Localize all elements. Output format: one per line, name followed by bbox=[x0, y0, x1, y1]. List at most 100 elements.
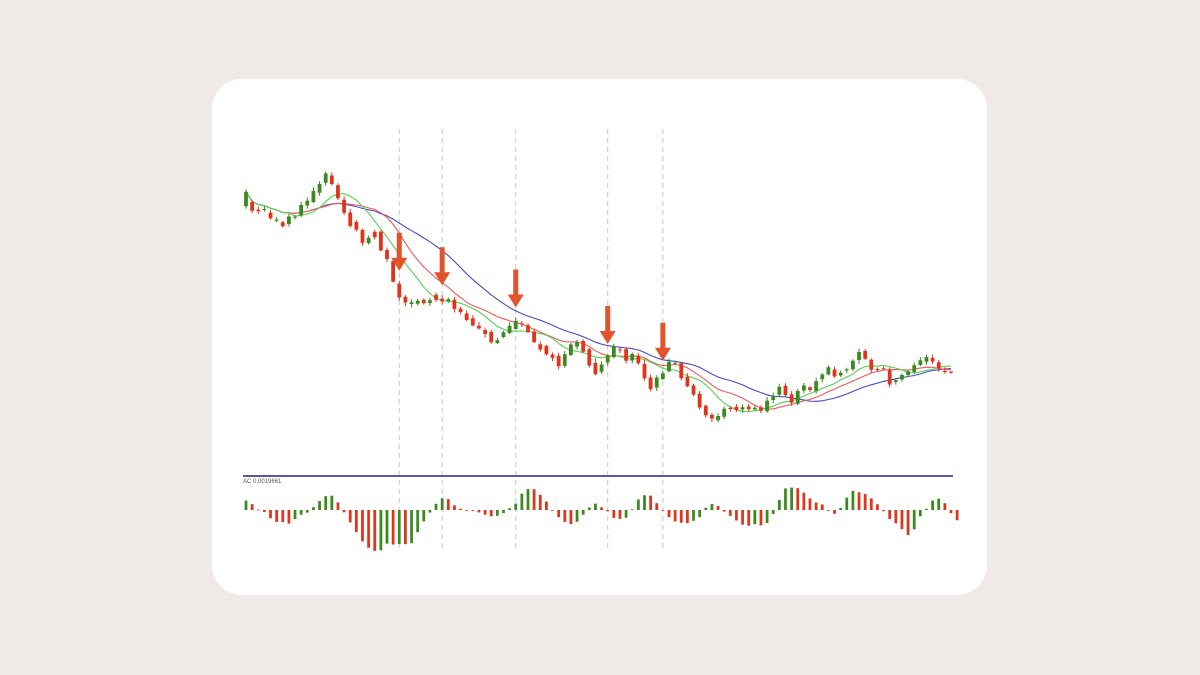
ac-bar bbox=[385, 510, 389, 544]
moving-averages-group bbox=[245, 191, 952, 413]
ac-bar bbox=[514, 503, 518, 510]
candle-body bbox=[611, 346, 616, 357]
ac-bar bbox=[361, 510, 364, 542]
ac-bar bbox=[833, 510, 836, 514]
ac-bar bbox=[845, 497, 849, 510]
down-arrow-icon bbox=[434, 247, 451, 286]
ac-bar bbox=[354, 510, 358, 533]
ac-bar bbox=[900, 510, 904, 530]
ac-bar bbox=[753, 510, 757, 525]
ac-bar bbox=[698, 510, 702, 518]
candle-body bbox=[759, 407, 763, 411]
candle-body bbox=[851, 360, 855, 370]
ac-bar bbox=[538, 494, 542, 510]
ac-bar bbox=[735, 510, 738, 521]
candle-body bbox=[906, 371, 910, 375]
candle-body bbox=[875, 369, 880, 370]
ac-bar bbox=[784, 488, 787, 510]
candle-body bbox=[544, 345, 549, 355]
candle-body bbox=[415, 300, 420, 304]
ac-bar bbox=[716, 506, 720, 510]
ac-bar bbox=[722, 510, 726, 512]
candle-body bbox=[507, 325, 512, 333]
candle-body bbox=[667, 361, 671, 372]
candle-body bbox=[936, 362, 941, 369]
candle-body bbox=[697, 393, 702, 408]
ac-bar bbox=[655, 503, 659, 510]
candle-body bbox=[569, 344, 573, 355]
ac-bar bbox=[545, 501, 548, 510]
candle-body bbox=[918, 360, 923, 365]
ac-bar bbox=[857, 492, 861, 510]
ac-bar bbox=[802, 492, 806, 510]
candle-body bbox=[642, 364, 647, 379]
down-arrow-head bbox=[599, 331, 616, 344]
candle-body bbox=[495, 340, 500, 343]
ac-bar bbox=[495, 510, 499, 516]
ac-bar bbox=[569, 510, 573, 525]
candle-body bbox=[287, 216, 291, 224]
candle-body bbox=[434, 294, 438, 300]
ac-histogram-group bbox=[244, 487, 959, 551]
ac-bar bbox=[379, 510, 383, 551]
candle-body bbox=[930, 358, 935, 362]
ac-bar bbox=[532, 489, 536, 510]
candle-body bbox=[452, 299, 457, 309]
candle-body bbox=[501, 332, 506, 337]
ac-bar bbox=[759, 510, 763, 526]
candle-body bbox=[470, 318, 475, 326]
candle-body bbox=[746, 406, 751, 410]
down-arrow-icon bbox=[599, 306, 616, 344]
candle-body bbox=[244, 191, 248, 207]
ac-bar bbox=[692, 510, 695, 521]
signal-arrows-group bbox=[391, 232, 671, 361]
signal-lines-group bbox=[398, 129, 664, 551]
candle-body bbox=[887, 370, 892, 385]
ac-bar bbox=[367, 510, 370, 548]
ac-bar bbox=[949, 510, 953, 514]
ac-bar bbox=[820, 504, 824, 510]
ac-bar bbox=[894, 510, 898, 524]
ac-bar bbox=[324, 496, 328, 510]
candle-body bbox=[378, 231, 383, 251]
candle-body bbox=[587, 349, 592, 366]
ac-bar bbox=[373, 510, 377, 551]
ac-bar bbox=[502, 510, 505, 514]
candle-body bbox=[513, 321, 518, 329]
candle-body bbox=[250, 202, 255, 211]
candle-body bbox=[519, 323, 524, 325]
ma-slow-line bbox=[245, 191, 952, 402]
ac-bar bbox=[336, 502, 340, 510]
candle-body bbox=[777, 386, 782, 395]
ac-bar bbox=[256, 509, 260, 511]
down-arrow-shaft bbox=[605, 306, 611, 332]
ac-bar bbox=[741, 510, 744, 525]
candle-body bbox=[293, 216, 297, 218]
ac-bar bbox=[397, 510, 401, 545]
candle-body bbox=[280, 222, 285, 227]
ac-bar bbox=[342, 510, 346, 513]
candle-body bbox=[660, 373, 665, 379]
candle-body bbox=[679, 363, 684, 379]
ac-bar bbox=[600, 507, 603, 510]
ac-bar bbox=[796, 488, 800, 510]
ac-bar bbox=[869, 498, 873, 510]
ac-bar bbox=[244, 500, 248, 510]
candle-body bbox=[348, 212, 353, 226]
candle-body bbox=[305, 200, 310, 206]
down-arrow-shaft bbox=[513, 269, 519, 296]
ac-bar bbox=[630, 509, 634, 511]
ac-bar bbox=[453, 505, 456, 510]
candle-body bbox=[372, 231, 377, 238]
candle-body bbox=[832, 369, 837, 377]
ac-bar bbox=[679, 510, 683, 523]
candle-body bbox=[863, 351, 868, 359]
candle-body bbox=[857, 352, 861, 360]
ac-bar bbox=[269, 510, 272, 519]
ac-bar bbox=[661, 510, 665, 511]
ac-bar bbox=[765, 510, 769, 523]
ac-bar bbox=[882, 510, 885, 512]
ac-bar bbox=[551, 510, 554, 511]
candle-body bbox=[949, 371, 953, 373]
candle-body bbox=[789, 394, 794, 403]
